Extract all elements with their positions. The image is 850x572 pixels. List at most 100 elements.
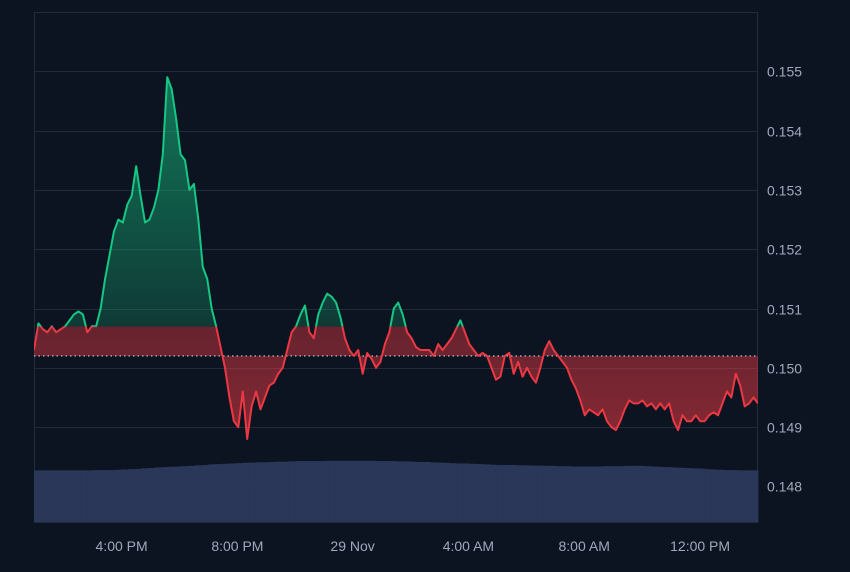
volume-bar (40, 470, 48, 522)
volume-bar (201, 465, 209, 522)
volume-bar (114, 469, 122, 522)
volume-bar (94, 470, 102, 522)
volume-bar (496, 465, 504, 522)
volume-bar (623, 465, 632, 522)
area-below-baseline (34, 326, 758, 439)
volume-bar (469, 463, 477, 522)
volume-bar (147, 468, 156, 522)
volume-bar (228, 463, 236, 522)
volume-bar (134, 468, 142, 522)
volume-bar (463, 463, 471, 522)
price-area (34, 77, 758, 439)
price-lines (34, 76, 758, 440)
volume-bar (744, 470, 752, 522)
volume-bar (563, 466, 571, 522)
y-tick-label: 0.153 (767, 183, 802, 199)
volume-bar (241, 462, 249, 522)
volume-bar (737, 470, 745, 522)
volume-bar (121, 469, 129, 522)
volume-bar (483, 464, 491, 522)
volume-bar (402, 461, 410, 522)
x-tick-label: 8:00 PM (211, 538, 263, 554)
volume-bar (516, 465, 524, 522)
volume-bar (308, 461, 316, 522)
volume-bar (235, 463, 243, 522)
plot-frame (34, 12, 758, 523)
volume-bar (650, 466, 658, 522)
y-tick-label: 0.148 (767, 479, 802, 495)
y-tick-label: 0.155 (767, 64, 802, 80)
volume-bar (489, 464, 497, 522)
volume-bar (168, 466, 176, 522)
x-tick-label: 4:00 AM (443, 538, 494, 554)
volume-bar (208, 464, 216, 522)
volume-bar (731, 470, 739, 522)
volume-bar (389, 461, 397, 522)
volume-bar (509, 465, 518, 522)
volume-bar (630, 465, 638, 522)
volume-bar (382, 461, 390, 522)
volume-bar (711, 469, 719, 522)
volume-bar (644, 466, 652, 522)
volume-bar (556, 466, 564, 522)
volume-bar (503, 465, 511, 522)
volume-bar (697, 468, 705, 522)
volume-bar (268, 462, 276, 522)
volume-bar (429, 462, 437, 522)
x-tick-label: 12:00 PM (670, 538, 730, 554)
volume-bar (577, 466, 585, 522)
volume-bar (422, 462, 430, 522)
volume-bar (322, 460, 330, 522)
volume-bar (295, 461, 303, 522)
volume-bar (60, 470, 68, 522)
volume-bar (328, 460, 337, 522)
volume-bar (396, 461, 404, 522)
volume-bar (188, 465, 196, 522)
volume-bar (617, 466, 625, 522)
volume-bar (543, 465, 551, 522)
volume-bar (261, 462, 270, 522)
volume-bar (409, 461, 417, 522)
volume-bar (67, 470, 75, 522)
volume-bar (717, 469, 725, 522)
volume-bar (476, 464, 484, 522)
y-tick-label: 0.152 (767, 242, 802, 258)
volume-bar (215, 464, 223, 522)
volume-bar (583, 466, 591, 522)
volume-bar (610, 466, 618, 522)
volume-bar (442, 462, 451, 522)
volume-bar (690, 468, 699, 522)
volume-bar (724, 470, 732, 522)
volume-bar (530, 465, 538, 522)
volume-bar (369, 460, 377, 522)
volume-bar (127, 469, 135, 522)
volume-bar (174, 466, 182, 522)
volume-bar (80, 470, 89, 522)
volume-bar (87, 470, 95, 522)
volume-bar (107, 470, 115, 522)
y-tick-label: 0.150 (767, 361, 802, 377)
volume-bar (335, 460, 343, 522)
volume-bar (590, 466, 598, 522)
x-axis: 4:00 PM 8:00 PM 29 Nov 4:00 AM 8:00 AM 12:00 … (96, 538, 731, 554)
volume-bar (704, 469, 712, 522)
volume-bar (536, 465, 544, 522)
volume-bar (194, 465, 202, 522)
volume-bar (349, 460, 357, 522)
x-tick-label: 4:00 PM (96, 538, 148, 554)
y-tick-label: 0.149 (767, 420, 802, 436)
volume-bar (54, 470, 62, 522)
y-axis: 0.148 0.149 0.150 0.151 0.152 0.153 0.154 0.155 (767, 64, 802, 495)
volume-bar (523, 465, 531, 522)
x-tick-label: 29 Nov (330, 538, 374, 554)
volume-bar (34, 470, 42, 522)
volume-bar (684, 468, 692, 522)
y-tick-label: 0.154 (767, 124, 802, 140)
volume-bar (436, 462, 444, 522)
volume-bar (456, 463, 464, 522)
volume-bar (255, 462, 263, 522)
volume-bar (288, 461, 296, 522)
volume-bar (141, 468, 149, 522)
volume-bar (550, 465, 558, 522)
